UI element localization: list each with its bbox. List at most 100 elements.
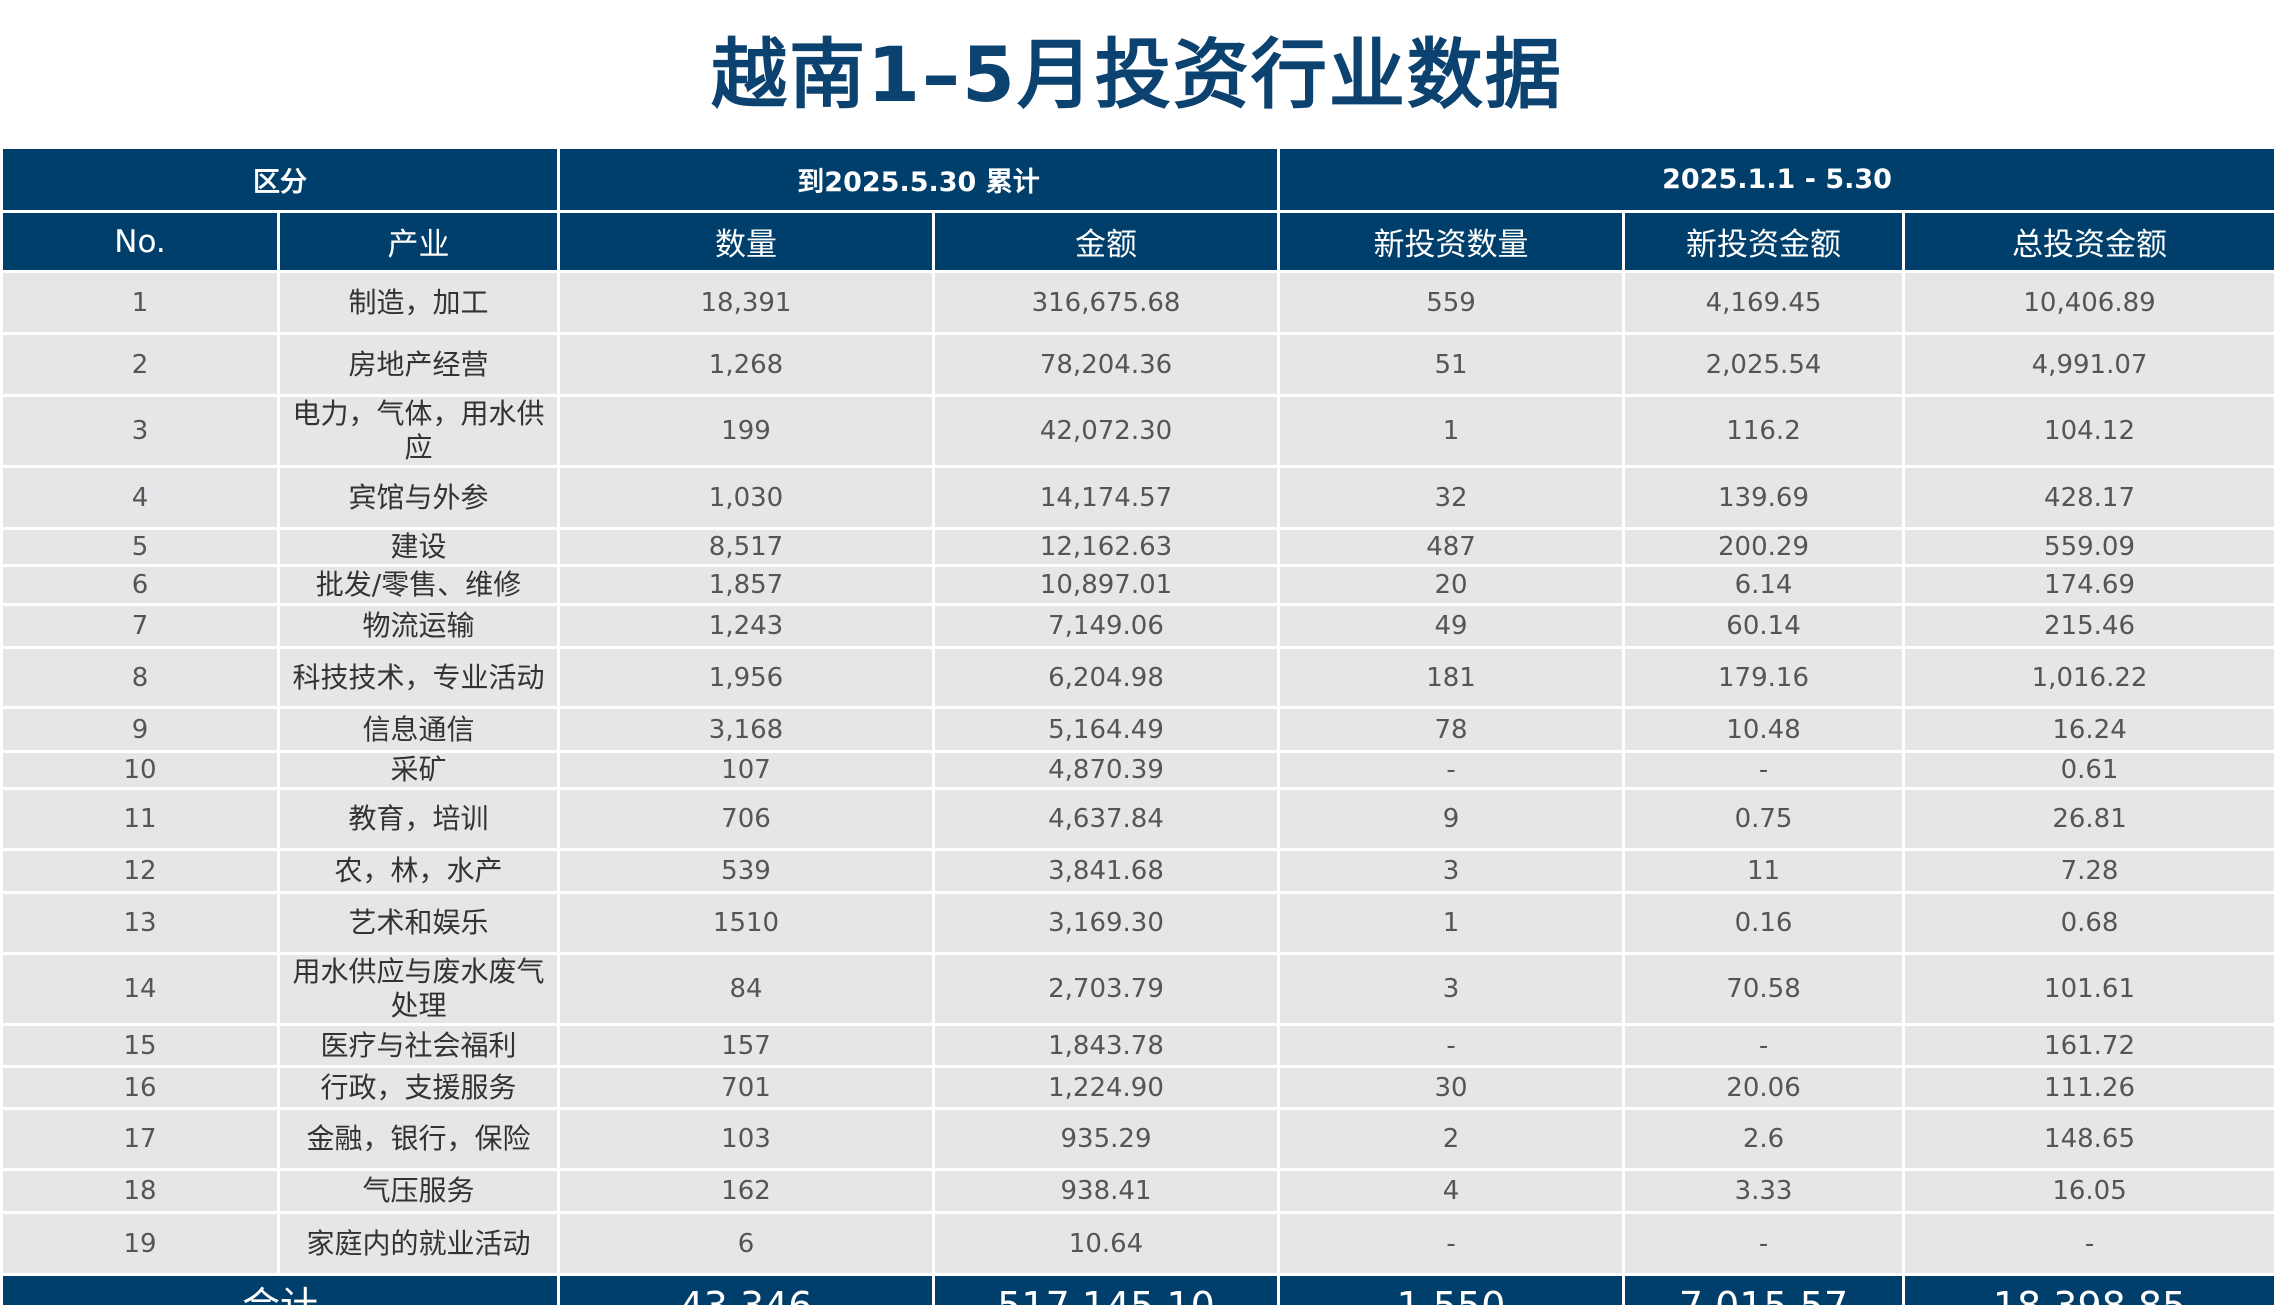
cell-new-count: 3	[1277, 848, 1626, 894]
header-group-row: 区分 到2025.5.30 累计 2025.1.1 - 5.30	[0, 146, 2274, 213]
cell-count: 162	[557, 1168, 935, 1214]
cell-industry: 艺术和娱乐	[277, 891, 560, 955]
cell-total-amount: 7.28	[1902, 848, 2274, 894]
cell-total-amount: 101.61	[1902, 952, 2274, 1026]
cell-count: 539	[557, 848, 935, 894]
table-row: 12 农，林，水产 539 3,841.68 3 11 7.28	[0, 848, 2274, 894]
table-row: 7 物流运输 1,243 7,149.06 49 60.14 215.46	[0, 603, 2274, 649]
header-group-category: 区分	[0, 146, 560, 213]
header-no: No.	[0, 210, 280, 273]
table-row: 1 制造，加工 18,391 316,675.68 559 4,169.45 1…	[0, 270, 2274, 335]
cell-amount: 3,841.68	[931, 848, 1281, 894]
cell-total-amount: 174.69	[1902, 564, 2274, 606]
cell-industry: 制造，加工	[277, 270, 560, 335]
cell-no: 9	[0, 706, 280, 753]
table-row: 15 医疗与社会福利 157 1,843.78 - - 161.72	[0, 1023, 2274, 1068]
cell-total-amount: 4,991.07	[1902, 332, 2274, 397]
cell-new-count: -	[1277, 1211, 1626, 1276]
cell-total-amount: 161.72	[1902, 1023, 2274, 1068]
cell-amount: 4,637.84	[931, 787, 1281, 851]
table-row: 6 批发/零售、维修 1,857 10,897.01 20 6.14 174.6…	[0, 564, 2274, 606]
cell-count: 701	[557, 1065, 935, 1110]
cell-count: 107	[557, 750, 935, 790]
cell-total-amount: 1,016.22	[1902, 646, 2274, 709]
cell-amount: 10,897.01	[931, 564, 1281, 606]
cell-new-count: 4	[1277, 1168, 1626, 1214]
total-count: 43,346	[557, 1273, 935, 1305]
cell-amount: 7,149.06	[931, 603, 1281, 649]
cell-new-amount: 2.6	[1622, 1107, 1906, 1171]
cell-count: 18,391	[557, 270, 935, 335]
cell-no: 18	[0, 1168, 280, 1214]
cell-new-amount: 4,169.45	[1622, 270, 1906, 335]
cell-new-amount: 11	[1622, 848, 1906, 894]
cell-industry: 农，林，水产	[277, 848, 560, 894]
table-row: 11 教育，培训 706 4,637.84 9 0.75 26.81	[0, 787, 2274, 851]
cell-total-amount: 0.61	[1902, 750, 2274, 790]
table-row: 2 房地产经营 1,268 78,204.36 51 2,025.54 4,99…	[0, 332, 2274, 397]
cell-new-amount: 0.16	[1622, 891, 1906, 955]
cell-no: 11	[0, 787, 280, 851]
total-amount: 517,145.10	[931, 1273, 1281, 1305]
table-row: 3 电力，气体，用水供应 199 42,072.30 1 116.2 104.1…	[0, 394, 2274, 468]
cell-total-amount: 0.68	[1902, 891, 2274, 955]
cell-count: 84	[557, 952, 935, 1026]
cell-industry: 家庭内的就业活动	[277, 1211, 560, 1276]
cell-no: 19	[0, 1211, 280, 1276]
cell-industry: 物流运输	[277, 603, 560, 649]
table-row: 5 建设 8,517 12,162.63 487 200.29 559.09	[0, 527, 2274, 567]
total-new-amount: 7,015.57	[1622, 1273, 1906, 1305]
cell-total-amount: 104.12	[1902, 394, 2274, 468]
cell-no: 15	[0, 1023, 280, 1068]
cell-total-amount: 111.26	[1902, 1065, 2274, 1110]
cell-amount: 938.41	[931, 1168, 1281, 1214]
header-new-amount: 新投资金额	[1622, 210, 1906, 273]
cell-new-amount: 200.29	[1622, 527, 1906, 567]
cell-no: 8	[0, 646, 280, 709]
cell-no: 16	[0, 1065, 280, 1110]
cell-new-amount: 116.2	[1622, 394, 1906, 468]
cell-new-count: 78	[1277, 706, 1626, 753]
cell-count: 1,857	[557, 564, 935, 606]
cell-no: 6	[0, 564, 280, 606]
table-row: 18 气压服务 162 938.41 4 3.33 16.05	[0, 1168, 2274, 1214]
cell-no: 12	[0, 848, 280, 894]
cell-no: 13	[0, 891, 280, 955]
cell-total-amount: -	[1902, 1211, 2274, 1276]
cell-amount: 78,204.36	[931, 332, 1281, 397]
cell-new-amount: 179.16	[1622, 646, 1906, 709]
cell-amount: 5,164.49	[931, 706, 1281, 753]
cell-new-amount: -	[1622, 750, 1906, 790]
cell-industry: 行政，支援服务	[277, 1065, 560, 1110]
cell-industry: 金融，银行，保险	[277, 1107, 560, 1171]
table-row: 14 用水供应与废水废气处理 84 2,703.79 3 70.58 101.6…	[0, 952, 2274, 1026]
table-row: 17 金融，银行，保险 103 935.29 2 2.6 148.65	[0, 1107, 2274, 1171]
cell-new-count: 51	[1277, 332, 1626, 397]
cell-industry: 采矿	[277, 750, 560, 790]
cell-amount: 2,703.79	[931, 952, 1281, 1026]
cell-count: 1,268	[557, 332, 935, 397]
cell-count: 1,030	[557, 465, 935, 530]
cell-new-count: 20	[1277, 564, 1626, 606]
cell-industry: 气压服务	[277, 1168, 560, 1214]
cell-count: 1,956	[557, 646, 935, 709]
cell-amount: 316,675.68	[931, 270, 1281, 335]
total-total-amount: 18,398.85	[1902, 1273, 2274, 1305]
cell-new-count: 1	[1277, 891, 1626, 955]
cell-amount: 935.29	[931, 1107, 1281, 1171]
total-row: 合计 43,346 517,145.10 1,550 7,015.57 18,3…	[0, 1273, 2274, 1305]
cell-count: 3,168	[557, 706, 935, 753]
table-row: 8 科技技术，专业活动 1,956 6,204.98 181 179.16 1,…	[0, 646, 2274, 709]
cell-count: 1510	[557, 891, 935, 955]
cell-industry: 建设	[277, 527, 560, 567]
cell-no: 10	[0, 750, 280, 790]
cell-count: 706	[557, 787, 935, 851]
cell-new-count: 181	[1277, 646, 1626, 709]
cell-amount: 10.64	[931, 1211, 1281, 1276]
table-row: 9 信息通信 3,168 5,164.49 78 10.48 16.24	[0, 706, 2274, 753]
cell-industry: 教育，培训	[277, 787, 560, 851]
cell-new-count: 3	[1277, 952, 1626, 1026]
cell-count: 1,243	[557, 603, 935, 649]
cell-new-amount: 0.75	[1622, 787, 1906, 851]
